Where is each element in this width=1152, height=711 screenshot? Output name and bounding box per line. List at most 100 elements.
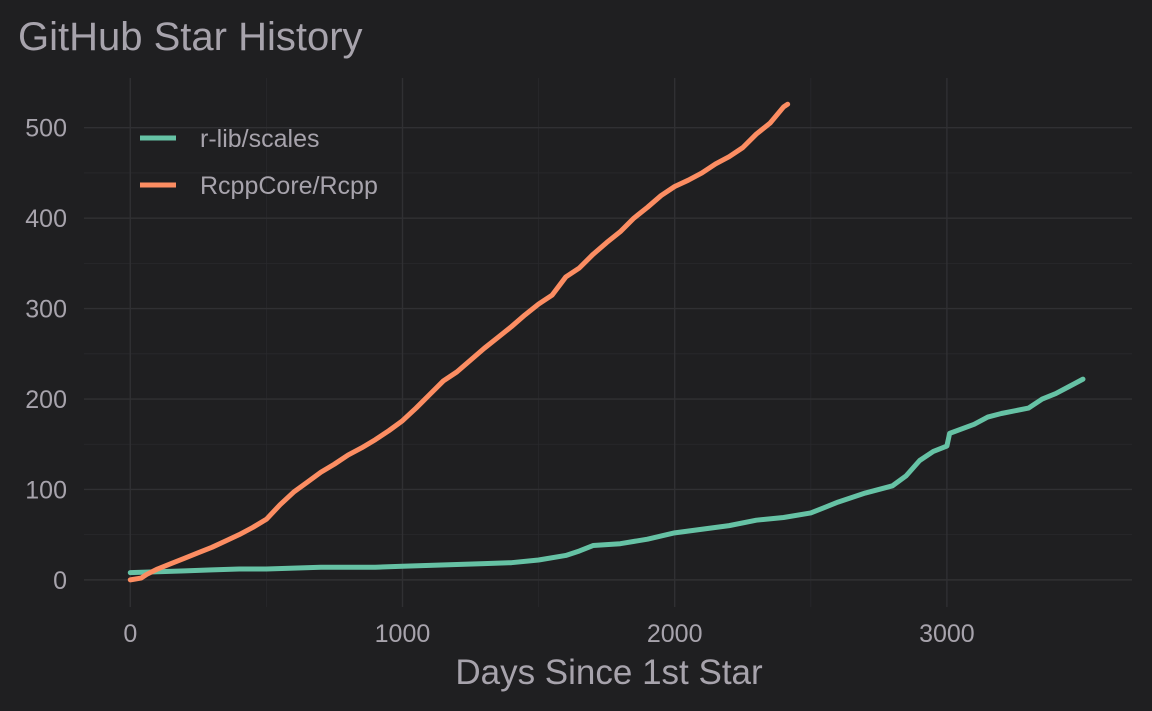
data-point [563,274,568,280]
data-point [863,490,868,496]
data-point [305,480,310,485]
data-point [754,131,759,137]
y-tick-label: 0 [53,567,67,595]
data-point [155,566,160,572]
data-point [618,229,623,234]
data-point [917,458,922,463]
data-point [822,505,827,510]
data-point [509,560,514,565]
data-point [509,324,514,329]
data-point [563,553,568,558]
data-point [985,415,990,420]
data-point [713,161,718,167]
data-point [1053,391,1058,396]
x-tick-label: 1000 [375,620,431,648]
x-tick-label: 0 [123,620,137,648]
data-point [550,292,555,298]
legend-item: RcppCore/Rcpp [140,172,378,200]
data-point [182,556,187,561]
data-point [264,517,269,522]
data-point [672,530,677,535]
x-axis-label: Days Since 1st Star [455,653,763,692]
data-point [169,561,174,566]
data-point [196,550,201,555]
data-point [590,252,596,257]
data-point [373,565,378,570]
data-point [209,545,215,550]
data-point [754,518,759,523]
y-tick-label: 400 [25,205,67,233]
data-point [767,121,773,126]
data-point [947,431,952,436]
data-point [427,563,432,568]
data-point [182,568,187,573]
data-point [139,575,144,581]
data-point [413,405,419,411]
data-point [672,184,677,189]
data-point [618,541,623,546]
legend-item: r-lib/scales [140,125,319,153]
data-point [740,145,745,150]
data-point [468,358,473,363]
data-point [631,216,636,221]
tick-labels: 0 1000 2000 3000 0 100 200 300 400 500 [25,115,974,648]
x-tick-label: 3000 [919,620,975,648]
data-point [345,452,351,458]
data-point [727,154,732,159]
data-point [781,104,786,110]
data-point [495,335,500,340]
data-point [1080,377,1086,382]
data-point [264,566,269,572]
chart-title: GitHub Star History [18,15,363,59]
data-point [536,301,541,307]
data-point [291,490,296,495]
data-point [645,537,650,542]
data-point [522,312,528,318]
data-point [835,500,841,505]
data-point [686,178,691,183]
data-point [785,102,790,107]
data-point [536,557,541,563]
data-point [128,570,133,575]
legend-label: r-lib/scales [200,125,319,153]
data-point [400,564,405,569]
data-point [645,205,650,210]
data-point [400,418,405,423]
data-point [373,437,378,442]
data-point [604,240,609,245]
data-point [577,548,582,554]
data-point [250,525,255,530]
data-point [454,562,460,567]
data-point [291,566,296,571]
series-line-r-lib-scales [127,376,1086,576]
data-point [223,538,228,544]
series-layer [127,101,1086,583]
data-point [237,566,242,572]
data-point [1067,384,1072,389]
data-point [699,527,705,532]
data-point [577,265,582,270]
legend-label: RcppCore/Rcpp [200,172,378,200]
data-point [972,422,977,427]
data-point [441,378,446,384]
data-point [345,565,351,570]
y-tick-label: 100 [25,476,67,504]
data-point [931,449,936,454]
legend: r-lib/scales RcppCore/Rcpp [140,125,378,200]
y-tick-label: 500 [25,115,67,143]
grid-layer [84,78,1132,607]
data-point [808,510,813,516]
data-point [318,470,323,475]
data-point [359,445,364,450]
data-point [903,473,909,478]
data-point [1026,405,1031,411]
data-point [482,346,487,351]
data-point [332,462,337,467]
data-point [482,561,487,566]
data-point [144,572,149,577]
data-point [386,428,391,433]
data-point [727,523,732,528]
